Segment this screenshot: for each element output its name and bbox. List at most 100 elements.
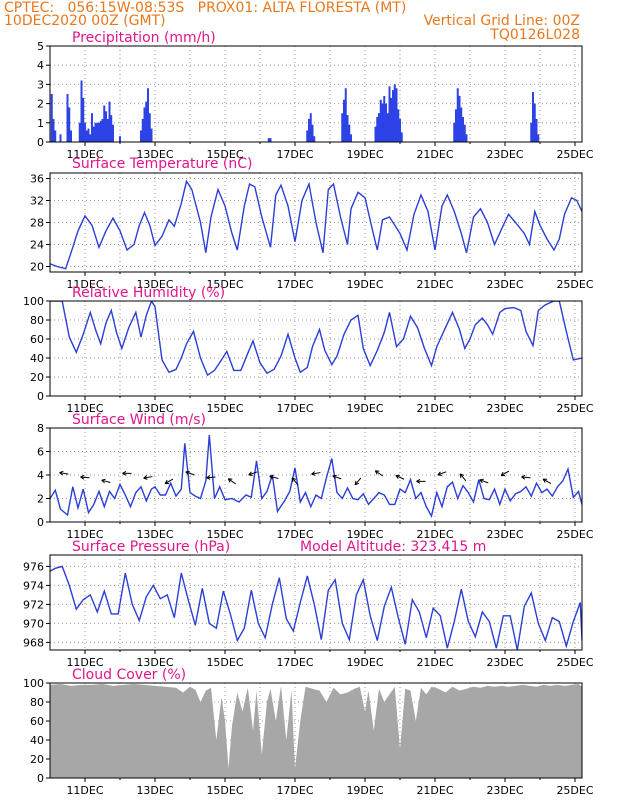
wind-arrow	[459, 473, 467, 482]
precip-bar	[84, 122, 86, 142]
x-tick-label: 23DEC	[486, 148, 523, 161]
x-tick-label: 11DEC	[66, 148, 103, 161]
precip-bar	[390, 97, 393, 142]
precip-bar	[105, 111, 107, 142]
y-tick-label: 20	[30, 261, 44, 274]
wind-arrow	[542, 478, 552, 485]
x-tick-label: 11DEC	[66, 656, 103, 669]
precip-bar	[54, 130, 57, 142]
y-tick-label: 6	[37, 446, 44, 459]
x-tick-label: 17DEC	[276, 528, 313, 541]
y-tick-label: 8	[37, 422, 44, 435]
wind-arrow	[332, 474, 342, 480]
wind-arrow	[416, 478, 426, 484]
precip-bar	[535, 118, 538, 142]
x-tick-label: 11DEC	[66, 402, 103, 415]
header-date: 10DEC2020 00Z (GMT)	[4, 13, 166, 29]
precip-bar	[112, 124, 114, 142]
precip-bar	[70, 130, 72, 142]
x-tick-label: 11DEC	[66, 528, 103, 541]
precip-bar	[59, 134, 62, 142]
precip-bar	[82, 97, 85, 142]
x-tick-label: 15DEC	[206, 148, 243, 161]
x-tick-label: 21DEC	[416, 148, 453, 161]
precip-bar	[106, 118, 109, 142]
header-run-id: TQ0126L028	[490, 27, 580, 43]
precip-bar	[269, 138, 272, 142]
precip-bar	[147, 88, 149, 142]
wind-arrow	[269, 474, 279, 480]
precip-bar	[385, 103, 387, 142]
precip-bar	[456, 88, 459, 142]
precip-bar	[108, 101, 111, 142]
precip-bar	[148, 113, 151, 142]
x-tick-label: 13DEC	[136, 278, 173, 291]
precip-bar	[453, 122, 456, 142]
precip-bar	[110, 115, 113, 142]
wind-arrow	[500, 470, 510, 477]
panel-frame	[49, 45, 583, 143]
x-tick-label: 13DEC	[136, 402, 173, 415]
precip-bar	[309, 113, 312, 142]
y-tick-label: 60	[30, 715, 44, 728]
precip-bar	[66, 94, 69, 142]
wind-arrow	[291, 477, 299, 486]
panel-title: Precipitation (mm/h)	[72, 30, 216, 46]
panel-annotation: Model Altitude: 323.415 m	[300, 539, 486, 555]
wind-arrow	[311, 471, 321, 476]
precip-bar	[462, 117, 464, 142]
wind-arrow	[395, 474, 405, 480]
precip-bar	[98, 122, 100, 142]
precip-bar	[52, 118, 55, 142]
x-tick-label: 13DEC	[136, 528, 173, 541]
precip-bar	[311, 124, 314, 142]
x-tick-label: 19DEC	[346, 528, 383, 541]
panel-rh: 0 20 40 60 80 100 11DEC 13DEC 15DEC 17DEC 19DEC 21D…	[23, 285, 594, 415]
y-tick-label: 968	[23, 636, 44, 649]
panel-title: Surface Pressure (hPa)	[72, 539, 230, 555]
panel-title: Surface Wind (m/s)	[72, 412, 206, 428]
panel-temp: 20 24 28 32 36 11DEC 13DEC 15DEC 17DEC 19DEC 21DEC…	[30, 156, 594, 291]
x-tick-label: 13DEC	[136, 148, 173, 161]
precip-bar	[308, 118, 310, 142]
y-tick-label: 972	[23, 598, 44, 611]
wind-arrow	[59, 470, 69, 476]
wind-arrow	[122, 470, 132, 476]
x-tick-label: 25DEC	[556, 148, 593, 161]
precip-bar	[80, 80, 83, 142]
precip-bar	[101, 118, 104, 142]
precip-bar	[397, 109, 400, 142]
y-tick-label: 80	[30, 696, 44, 709]
header-grid-note: Vertical Grid Line: 00Z	[423, 13, 580, 29]
precip-bar	[465, 134, 468, 142]
precip-bar	[96, 122, 99, 142]
y-tick-label: 5	[37, 40, 44, 53]
y-tick-label: 80	[30, 314, 44, 327]
precip-bar	[374, 126, 377, 142]
x-tick-label: 19DEC	[346, 402, 383, 415]
precip-bar	[78, 122, 81, 142]
precip-bar	[91, 113, 93, 142]
precip-bar	[376, 117, 379, 142]
y-tick-label: 40	[30, 352, 44, 365]
x-tick-label: 19DEC	[346, 656, 383, 669]
x-tick-label: 19DEC	[346, 148, 383, 161]
panel-pressure: 968 970 972 974 976 11DEC 13DEC 15DEC 17DEC 19DEC…	[23, 539, 594, 669]
wind-arrow	[80, 474, 90, 480]
precip-bar	[458, 95, 461, 142]
x-tick-label: 25DEC	[556, 656, 593, 669]
y-tick-label: 40	[30, 734, 44, 747]
precip-bar	[85, 130, 88, 142]
wind-line	[50, 435, 582, 519]
x-tick-label: 17DEC	[276, 656, 313, 669]
wind-arrow	[437, 471, 447, 476]
x-tick-label: 17DEC	[276, 402, 313, 415]
precip-bar	[140, 130, 142, 142]
precip-bar	[388, 86, 391, 142]
precip-bar	[94, 122, 97, 142]
cloud-cover-area	[50, 684, 582, 778]
precip-bar	[99, 120, 102, 142]
wind-arrow	[101, 478, 111, 484]
x-tick-label: 11DEC	[66, 278, 103, 291]
y-tick-label: 3	[37, 78, 44, 91]
